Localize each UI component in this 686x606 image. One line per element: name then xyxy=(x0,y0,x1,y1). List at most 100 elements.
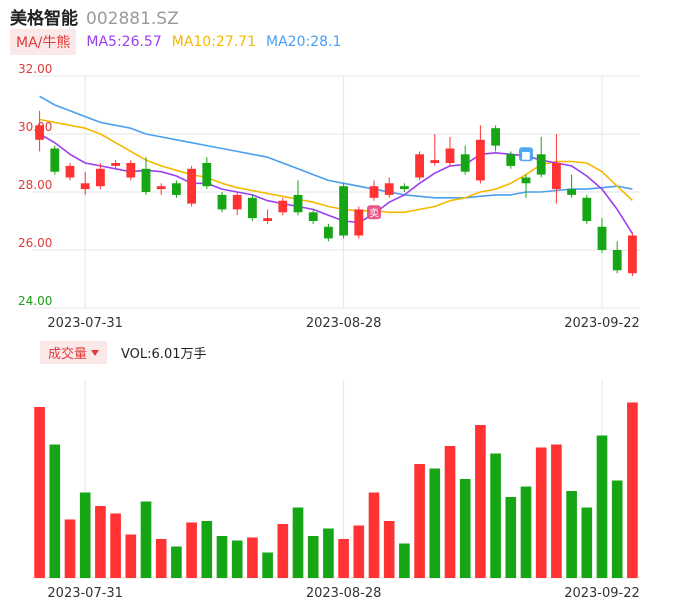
stock-code: 002881.SZ xyxy=(86,9,179,29)
volume-bar xyxy=(475,425,486,578)
volume-bar xyxy=(247,537,258,578)
volume-value: VOL:6.01万手 xyxy=(121,346,207,362)
volume-bar xyxy=(566,491,577,578)
ma-toggle-button[interactable]: MA/牛熊 xyxy=(10,29,77,55)
volume-x-tick-label: 2023-09-22 xyxy=(564,586,640,601)
signal-marker-symbol: ■ xyxy=(521,150,530,161)
volume-bar xyxy=(171,546,182,578)
candle-body xyxy=(430,160,440,163)
candle-body xyxy=(612,250,622,271)
signal-marker xyxy=(519,147,533,162)
candle-body xyxy=(582,197,592,221)
volume-x-tick-label: 2023-07-31 xyxy=(47,586,123,601)
candle-body xyxy=(263,218,273,221)
signal-marker xyxy=(367,205,381,220)
y-tick-label: 26.00 xyxy=(18,236,52,250)
candle-body xyxy=(567,189,577,195)
volume-bar xyxy=(216,536,228,578)
candle-body xyxy=(35,125,45,140)
volume-bar xyxy=(459,479,471,578)
volume-bar xyxy=(596,435,608,578)
candle-body xyxy=(399,186,409,190)
volume-bar xyxy=(444,446,456,578)
caret-down-icon xyxy=(91,350,100,356)
volume-bar xyxy=(505,497,517,578)
volume-bar xyxy=(353,525,365,578)
candle-body xyxy=(95,168,105,187)
candle-body xyxy=(506,154,516,166)
ma5-label: MA5:26.57 xyxy=(86,34,162,50)
candle-body xyxy=(50,148,60,172)
x-tick-label: 2023-08-28 xyxy=(306,316,382,331)
candle-body xyxy=(415,154,425,178)
candle-body xyxy=(156,186,166,190)
candle-body xyxy=(171,183,181,195)
volume-bar xyxy=(429,468,441,578)
volume-bar xyxy=(307,536,319,578)
volume-bar xyxy=(323,528,334,578)
volume-bar xyxy=(277,524,289,578)
candle-body xyxy=(202,163,212,187)
volume-x-tick-label: 2023-08-28 xyxy=(306,586,382,601)
volume-bar xyxy=(368,492,380,578)
candle-body xyxy=(247,197,257,219)
stock-name: 美格智能 xyxy=(10,9,78,29)
ma10-line xyxy=(39,118,633,214)
volume-bar xyxy=(110,513,121,578)
candle-body xyxy=(141,168,151,192)
ma5-line xyxy=(39,133,634,234)
volume-bar xyxy=(292,507,304,578)
volume-bar xyxy=(627,402,638,578)
ma20-label: MA20:28.1 xyxy=(266,34,342,50)
candle-body xyxy=(65,165,75,178)
volume-bar xyxy=(581,507,593,578)
volume-bar xyxy=(399,543,410,578)
candle-body xyxy=(354,209,364,236)
volume-bar xyxy=(551,444,562,578)
volume-bar xyxy=(338,539,349,578)
candle-body xyxy=(551,163,561,190)
volume-bar xyxy=(34,407,45,578)
volume-bar xyxy=(155,539,167,578)
candle-body xyxy=(369,186,379,198)
ma-legend: MA/牛熊 MA5:26.57 MA10:27.71 MA20:28.1 xyxy=(10,29,342,55)
candle-body xyxy=(460,154,470,172)
x-tick-label: 2023-09-22 xyxy=(564,316,640,331)
candle-body xyxy=(323,226,333,239)
candle-body xyxy=(293,194,303,213)
candle-body xyxy=(308,212,318,221)
candle-body xyxy=(111,163,121,166)
candle-body xyxy=(597,226,607,250)
volume-bar xyxy=(49,444,61,578)
y-tick-label: 32.00 xyxy=(18,62,52,76)
volume-legend: 成交量 VOL:6.01万手 xyxy=(40,340,207,364)
volume-bar xyxy=(535,447,547,578)
ma20-line xyxy=(39,95,633,199)
candle-body xyxy=(536,154,546,175)
candle-body xyxy=(339,186,349,236)
candle-body xyxy=(384,183,394,195)
candle-body xyxy=(445,148,455,163)
volume-bar xyxy=(383,521,395,578)
candle-body xyxy=(232,194,242,210)
volume-toggle-label: 成交量 xyxy=(48,346,88,362)
volume-bar xyxy=(186,522,197,578)
volume-bar xyxy=(64,519,76,578)
volume-bar xyxy=(490,453,501,578)
volume-bar xyxy=(201,521,213,578)
volume-bar xyxy=(95,506,106,578)
volume-bar xyxy=(520,486,532,578)
y-tick-label: 30.00 xyxy=(18,120,52,134)
volume-bar xyxy=(611,480,623,578)
y-tick-label: 28.00 xyxy=(18,178,52,192)
candle-body xyxy=(126,163,136,178)
ma10-label: MA10:27.71 xyxy=(171,34,257,50)
volume-bar xyxy=(414,464,425,578)
candle-body xyxy=(627,235,637,274)
volume-toggle-button[interactable]: 成交量 xyxy=(40,340,108,364)
x-tick-label: 2023-07-31 xyxy=(47,316,123,331)
candle-body xyxy=(80,183,90,190)
volume-bar xyxy=(79,492,91,578)
volume-bar xyxy=(231,540,243,578)
